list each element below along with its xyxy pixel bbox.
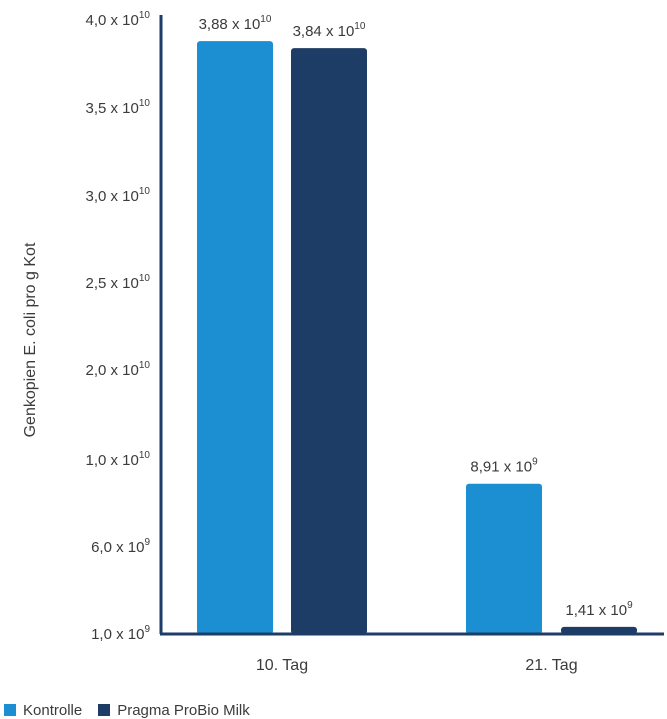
y-axis-label: Genkopien E. coli pro g Kot [22, 242, 39, 437]
legend-swatch-kontrolle [4, 704, 16, 716]
y-tick-label: 1,0 x 1010 [86, 450, 151, 469]
y-tick-label: 3,0 x 1010 [86, 186, 151, 205]
bar-value-label: 3,88 x 1010 [199, 14, 272, 33]
bar-kontrolle-0 [197, 41, 273, 635]
bar-chart: 1,0 x 109 6,0 x 109 1,0 x 1010 2,0 x 1010 2,… [22, 10, 664, 674]
legend-swatch-probio [98, 704, 111, 716]
y-tick-label: 1,0 x 109 [91, 624, 150, 643]
legend-label-probio: Pragma ProBio Milk [117, 701, 250, 719]
bar-probio-1 [561, 626, 637, 634]
y-tick-label: 2,0 x 1010 [86, 360, 151, 379]
y-tick-label: 2,5 x 1010 [86, 273, 151, 292]
bar-value-labels: 3,88 x 1010 8,91 x 109 3,84 x 1010 1,41 x 1… [199, 14, 634, 619]
y-tick-label: 3,5 x 1010 [86, 98, 151, 117]
bar-probio-0 [291, 48, 367, 635]
x-category-label: 21. Tag [525, 657, 577, 674]
bar-value-label: 1,41 x 109 [565, 600, 633, 619]
x-axis-categories: 10. Tag 21. Tag [256, 657, 578, 674]
y-axis-ticks: 1,0 x 109 6,0 x 109 1,0 x 1010 2,0 x 1010 2,… [86, 10, 151, 643]
legend-item-probio: Pragma ProBio Milk [98, 702, 250, 719]
y-tick-label: 6,0 x 109 [91, 537, 150, 556]
bars [197, 41, 637, 635]
bar-value-label: 3,84 x 1010 [293, 21, 366, 40]
x-category-label: 10. Tag [256, 657, 308, 674]
bar-value-label: 8,91 x 109 [470, 457, 538, 476]
bar-kontrolle-1 [466, 483, 542, 634]
legend-label-kontrolle: Kontrolle [23, 701, 83, 719]
legend: Kontrolle Pragma ProBio Milk [4, 701, 266, 719]
y-tick-label: 4,0 x 1010 [86, 10, 151, 29]
legend-item-kontrolle: Kontrolle [4, 702, 82, 719]
